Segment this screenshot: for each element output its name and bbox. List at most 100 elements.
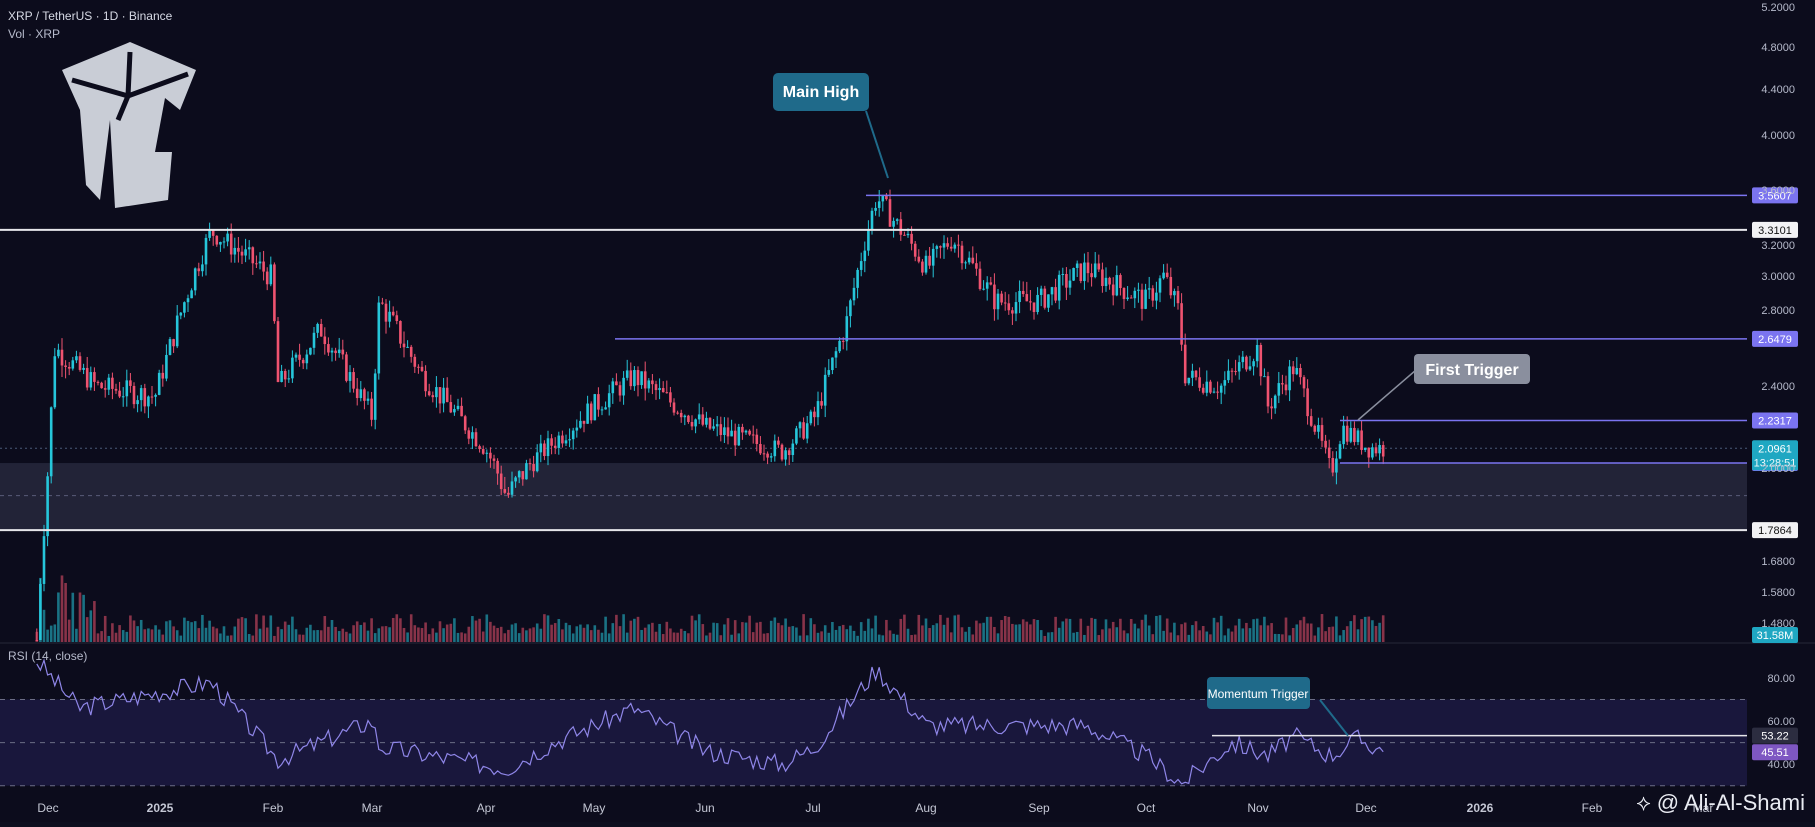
volume-bar [1191,625,1194,642]
volume-bar [1353,615,1356,642]
candle-body [107,377,111,390]
candle-body [431,395,435,398]
candle-body [1101,269,1104,287]
candle-body [647,380,651,389]
candle-body [1007,303,1011,311]
volume-bar [856,635,859,642]
candle-body [1241,356,1245,363]
candle-body [1201,387,1205,393]
volume-bar [251,635,255,642]
candle-body [1187,377,1191,384]
candle-body [258,261,262,264]
candle-body [942,243,946,248]
candle-body [341,349,345,355]
candle-body [669,392,672,403]
candle-body [658,388,661,391]
volume-indicator-label[interactable]: Vol · XRP [8,27,61,41]
candle-body [381,302,384,304]
volume-bar [1356,629,1360,642]
candle-body [1313,425,1317,432]
volume-bar [877,634,881,642]
volume-bar [453,618,456,642]
volume-bar [564,622,568,642]
volume-bar [701,624,705,642]
candle-body [733,430,737,446]
rsi-tick-label: 60.00 [1767,716,1795,728]
candle-body [1137,289,1140,291]
candle-body [809,411,813,424]
candle-body [114,388,118,391]
volume-bar [96,633,100,642]
volume-bar [769,620,773,642]
candle-body [445,387,449,403]
volume-bar [687,633,690,642]
volume-bar [352,625,355,642]
candle-body [1277,383,1281,396]
volume-bar [521,627,525,642]
volume-tag-text: 31.58M [1757,630,1794,642]
time-tick-label: Mar [1693,801,1714,815]
volume-bar [658,623,661,642]
volume-bar [1151,634,1155,642]
candle-body [175,315,179,347]
symbol-title[interactable]: XRP / TetherUS · 1D · Binance [8,9,173,23]
candle-body [1021,290,1025,295]
volume-bar [406,632,409,642]
candle-body [719,424,723,436]
candle-body [363,389,366,401]
volume-bar [553,623,557,642]
candle-body [240,251,244,256]
candle-body [618,385,622,396]
volume-bar [258,628,262,642]
candle-body [1108,277,1111,285]
volume-bar [1277,634,1281,642]
volume-bar [442,628,445,642]
candle-body [129,380,132,386]
volume-bar [312,630,316,642]
candle-body [672,402,676,413]
volume-bar [467,626,471,642]
candle-body [215,235,219,245]
candle-body [1356,430,1360,443]
candle-body [903,234,906,236]
candle-body [291,357,294,379]
volume-bar [229,635,233,642]
candle-body [525,463,528,480]
volume-bar [1252,619,1255,642]
volume-bar [136,626,139,642]
candle-body [1014,302,1018,314]
candle-body [841,340,845,342]
volume-bar [204,627,208,642]
price-tick-label: 3.2000 [1761,240,1795,252]
volume-bar [449,623,453,642]
volume-bar [715,623,719,642]
candle-body [496,460,499,474]
candle-body [777,440,780,445]
volume-bar [978,623,982,642]
candle-body [460,405,463,417]
candle-body [449,402,453,413]
candle-body [1047,294,1050,308]
volume-bar [435,632,438,642]
volume-bar [1029,624,1032,642]
volume-bar [957,614,960,642]
candle-body [1209,381,1212,393]
volume-bar [1144,614,1147,642]
volume-bar [597,629,600,642]
candle-body [139,388,143,401]
volume-bar [111,623,114,642]
candle-body [294,354,298,358]
volume-bar [863,630,867,642]
candle-body [1306,388,1309,417]
volume-bar [424,622,427,642]
candle-body [373,373,377,420]
volume-bar [492,625,496,642]
candle-body [751,434,755,436]
volume-bar [298,634,301,642]
volume-bar [964,631,967,642]
volume-bar [989,616,993,642]
candle-body [1180,303,1183,345]
candle-body [568,439,571,441]
candle-body [186,298,190,303]
